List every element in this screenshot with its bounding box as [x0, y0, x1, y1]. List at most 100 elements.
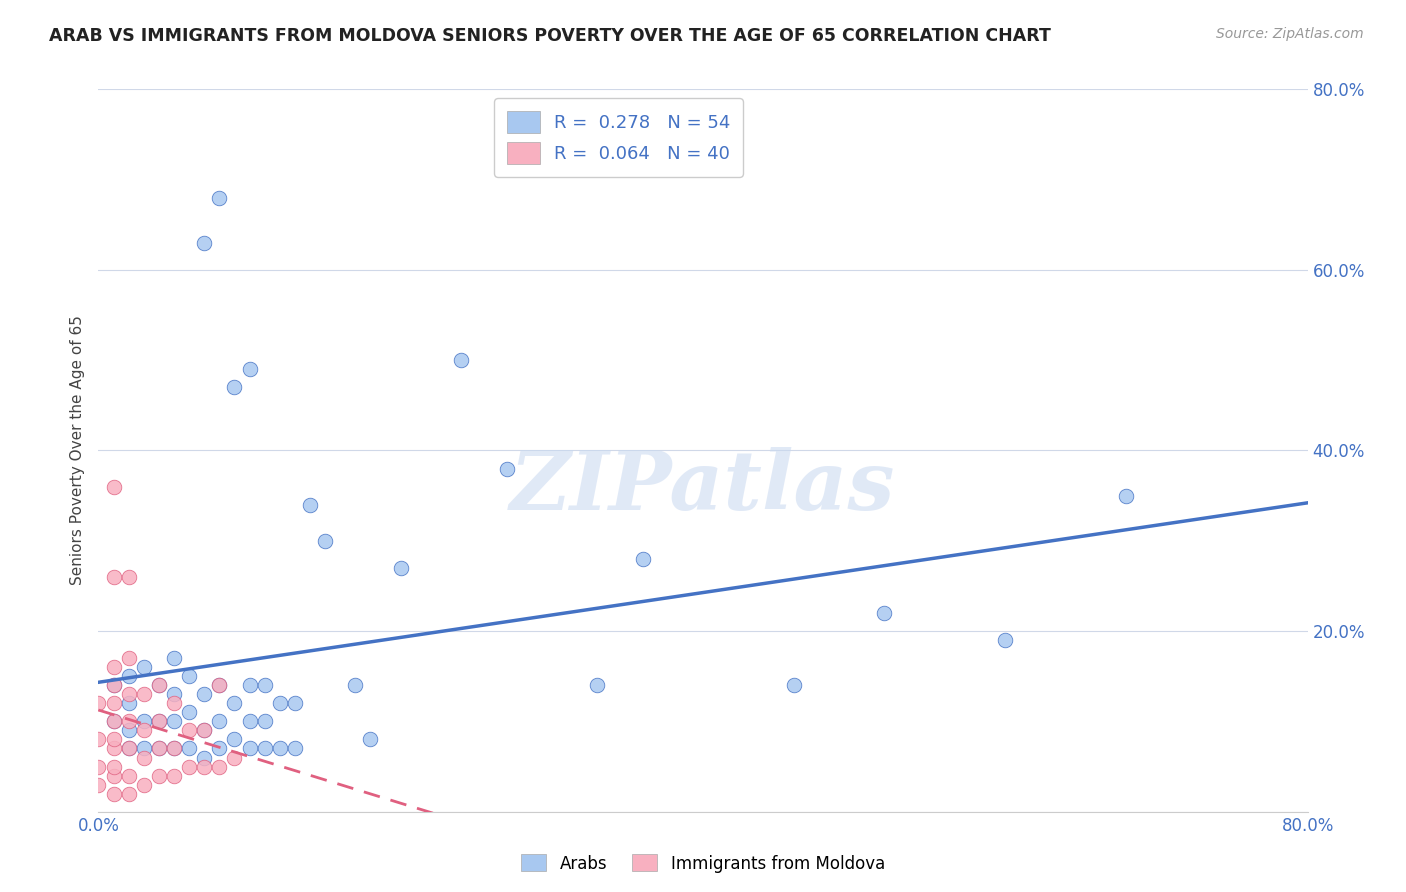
Point — [132, 778, 155, 792]
Point — [208, 678, 231, 692]
Point — [193, 235, 215, 250]
Point — [103, 769, 125, 783]
Point — [239, 714, 262, 729]
Point — [132, 687, 155, 701]
Point — [87, 697, 110, 711]
Point — [208, 191, 231, 205]
Point — [103, 570, 125, 584]
Point — [360, 732, 382, 747]
Point — [118, 669, 141, 683]
Point — [103, 741, 125, 756]
Point — [224, 697, 246, 711]
Point — [103, 678, 125, 692]
Point — [994, 633, 1017, 648]
Point — [118, 687, 141, 701]
Point — [132, 714, 155, 729]
Point — [586, 678, 609, 692]
Point — [148, 741, 170, 756]
Point — [253, 714, 276, 729]
Text: Source: ZipAtlas.com: Source: ZipAtlas.com — [1216, 27, 1364, 41]
Point — [118, 787, 141, 801]
Point — [163, 697, 186, 711]
Point — [224, 732, 246, 747]
Point — [450, 353, 472, 368]
Point — [148, 714, 170, 729]
Legend: R =  0.278   N = 54, R =  0.064   N = 40: R = 0.278 N = 54, R = 0.064 N = 40 — [495, 98, 742, 177]
Point — [344, 678, 367, 692]
Y-axis label: Seniors Poverty Over the Age of 65: Seniors Poverty Over the Age of 65 — [70, 316, 86, 585]
Point — [163, 714, 186, 729]
Point — [208, 759, 231, 773]
Point — [103, 732, 125, 747]
Point — [103, 714, 125, 729]
Point — [163, 741, 186, 756]
Point — [193, 723, 215, 738]
Point — [118, 723, 141, 738]
Point — [495, 461, 517, 475]
Point — [299, 498, 322, 512]
Point — [389, 561, 412, 575]
Point — [239, 741, 262, 756]
Point — [118, 714, 141, 729]
Point — [87, 759, 110, 773]
Point — [239, 678, 262, 692]
Point — [208, 714, 231, 729]
Point — [87, 732, 110, 747]
Point — [118, 697, 141, 711]
Legend: Arabs, Immigrants from Moldova: Arabs, Immigrants from Moldova — [515, 847, 891, 880]
Point — [118, 741, 141, 756]
Point — [193, 759, 215, 773]
Point — [148, 678, 170, 692]
Point — [224, 380, 246, 394]
Point — [148, 714, 170, 729]
Point — [118, 570, 141, 584]
Point — [118, 769, 141, 783]
Point — [103, 678, 125, 692]
Point — [269, 697, 291, 711]
Point — [269, 741, 291, 756]
Point — [163, 651, 186, 665]
Point — [132, 741, 155, 756]
Point — [87, 778, 110, 792]
Point — [873, 606, 896, 620]
Point — [148, 678, 170, 692]
Text: ZIPatlas: ZIPatlas — [510, 447, 896, 526]
Point — [103, 697, 125, 711]
Point — [118, 651, 141, 665]
Point — [253, 678, 276, 692]
Point — [253, 741, 276, 756]
Point — [783, 678, 806, 692]
Point — [1115, 489, 1137, 503]
Point — [132, 660, 155, 674]
Point — [148, 741, 170, 756]
Point — [103, 660, 125, 674]
Point — [103, 714, 125, 729]
Point — [314, 533, 336, 548]
Point — [208, 678, 231, 692]
Point — [193, 723, 215, 738]
Point — [163, 741, 186, 756]
Point — [179, 741, 201, 756]
Point — [179, 706, 201, 720]
Point — [193, 687, 215, 701]
Text: ARAB VS IMMIGRANTS FROM MOLDOVA SENIORS POVERTY OVER THE AGE OF 65 CORRELATION C: ARAB VS IMMIGRANTS FROM MOLDOVA SENIORS … — [49, 27, 1052, 45]
Point — [103, 480, 125, 494]
Point — [103, 759, 125, 773]
Point — [163, 687, 186, 701]
Point — [132, 723, 155, 738]
Point — [284, 741, 307, 756]
Point — [103, 787, 125, 801]
Point — [631, 551, 654, 566]
Point — [148, 769, 170, 783]
Point — [179, 723, 201, 738]
Point — [193, 750, 215, 764]
Point — [132, 750, 155, 764]
Point — [163, 769, 186, 783]
Point — [179, 669, 201, 683]
Point — [284, 697, 307, 711]
Point — [224, 750, 246, 764]
Point — [208, 741, 231, 756]
Point — [179, 759, 201, 773]
Point — [239, 362, 262, 376]
Point — [118, 741, 141, 756]
